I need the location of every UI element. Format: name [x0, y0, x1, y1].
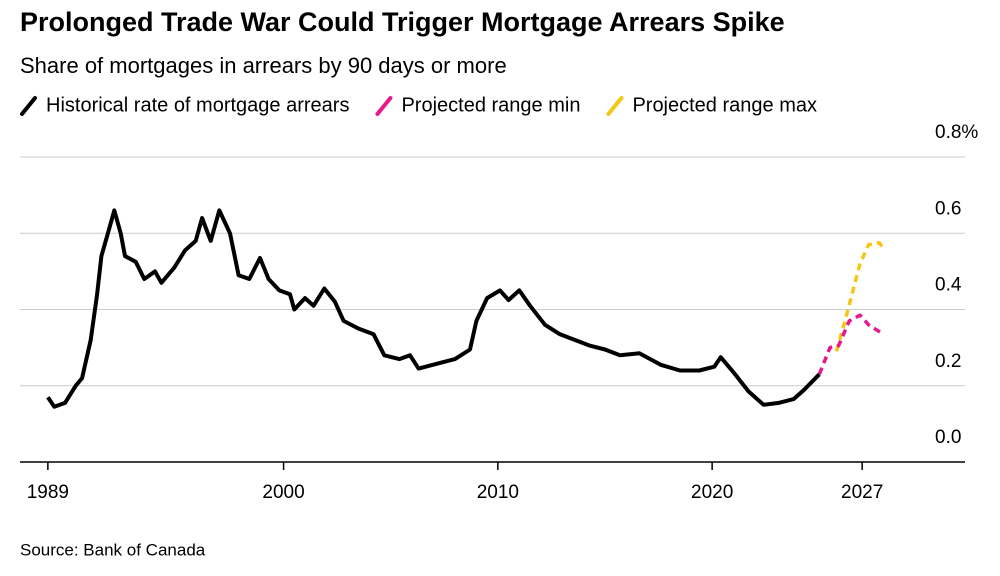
x-tick-label: 2020 [691, 482, 733, 503]
source: Source: Bank of Canada [20, 540, 206, 559]
x-tick-label: 2010 [477, 482, 519, 503]
y-tick-label: 0.0 [935, 427, 961, 448]
legend-label: Historical rate of mortgage arrears [46, 94, 349, 116]
legend-swatch [606, 96, 624, 116]
y-tick-label: 0.8% [935, 122, 978, 143]
y-tick-label: 0.2 [935, 351, 961, 372]
series-line [834, 241, 885, 352]
legend-swatch [20, 96, 37, 116]
y-tick-label: 0.6 [935, 198, 961, 219]
legend-label: Projected range max [632, 94, 817, 116]
series-line [817, 313, 885, 375]
x-tick-label: 2027 [841, 482, 883, 503]
legend-label: Projected range min [401, 94, 580, 116]
legend-swatch [375, 96, 393, 116]
chart-title: Prolonged Trade War Could Trigger Mortga… [20, 7, 785, 37]
y-tick-label: 0.4 [935, 275, 962, 296]
chart-subtitle: Share of mortgages in arrears by 90 days… [20, 53, 507, 78]
series-line [46, 208, 821, 409]
x-tick-label: 1989 [27, 482, 69, 503]
x-tick-label: 2000 [262, 482, 304, 503]
